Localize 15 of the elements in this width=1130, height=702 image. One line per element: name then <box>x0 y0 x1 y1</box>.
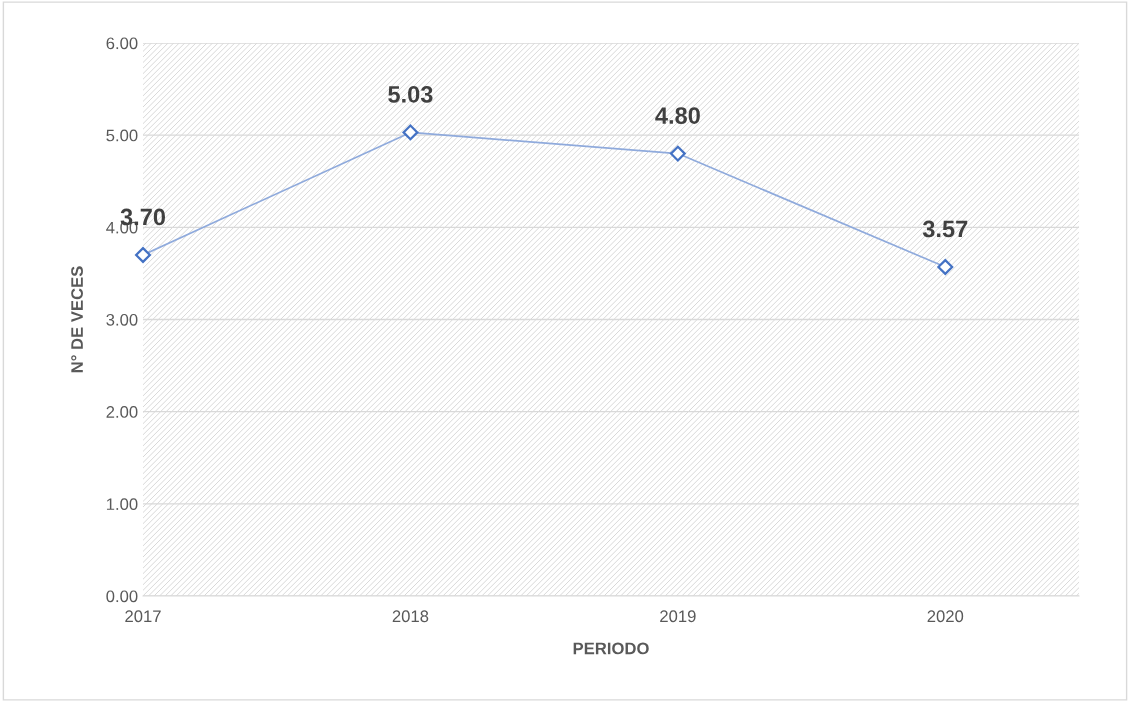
data-label: 5.03 <box>388 86 433 103</box>
y-tick-label: 6.00 <box>106 37 138 50</box>
x-tick-label: 2020 <box>927 610 964 623</box>
y-tick-label: 0.00 <box>106 590 138 603</box>
y-tick-label: 1.00 <box>106 498 138 511</box>
x-tick-label: 2017 <box>125 610 161 623</box>
y-axis-title: N° DE VECES <box>71 266 83 373</box>
x-axis-title: PERIODO <box>573 642 649 655</box>
data-label: 3.57 <box>922 220 968 238</box>
x-tick-label: 2018 <box>392 610 429 623</box>
y-tick-label: 3.00 <box>106 313 138 326</box>
x-tick-label: 2019 <box>660 610 696 623</box>
y-tick-label: 5.00 <box>106 129 138 142</box>
y-tick-label: 2.00 <box>106 406 138 418</box>
data-label: 4.80 <box>655 107 700 124</box>
